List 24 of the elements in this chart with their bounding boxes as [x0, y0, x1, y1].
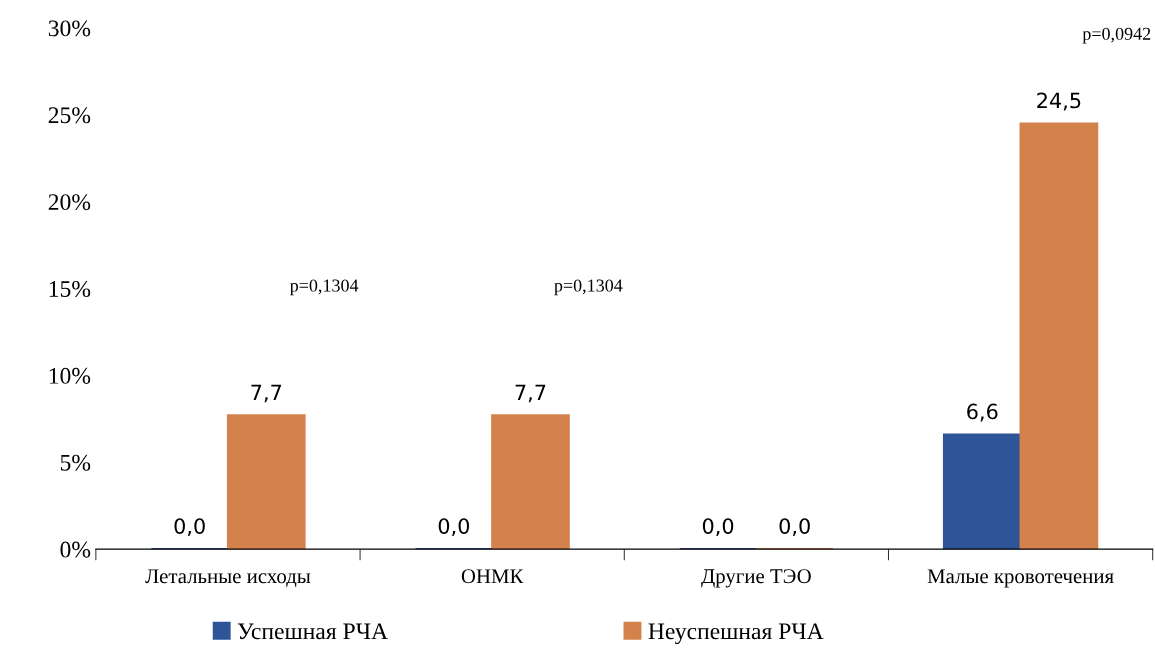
legend-label: Успешная РЧА — [237, 623, 388, 640]
y-tick-label: 30% — [48, 20, 91, 37]
legend-label: Неуспешная РЧА — [648, 623, 824, 645]
y-tick-label: 0% — [60, 541, 91, 558]
y-tick-label: 10% — [49, 367, 91, 384]
annotation: p=0,1304 — [290, 279, 359, 296]
y-tick-label: 25% — [48, 107, 91, 124]
data-label: 0,0 — [702, 518, 734, 537]
x-tick-label: Летальные исходы — [145, 569, 311, 588]
data-label: 0,0 — [438, 518, 470, 537]
y-tick-label: 15% — [49, 281, 91, 298]
data-label: 0,0 — [174, 518, 205, 537]
annotation: p=0,1304 — [554, 279, 623, 296]
data-label: 6,6 — [967, 403, 998, 422]
data-label: 24,5 — [1037, 92, 1081, 111]
y-tick-label: 20% — [48, 194, 91, 211]
y-tick-label: 5% — [60, 454, 91, 471]
x-tick-label: ОНМК — [461, 569, 524, 584]
data-label: 0,0 — [779, 518, 810, 537]
data-label: 7,7 — [251, 384, 282, 403]
data-label: 7,7 — [515, 384, 546, 403]
x-tick-label: Малые кровотечения — [927, 569, 1114, 588]
x-tick-label: Другие ТЭО — [701, 569, 811, 588]
annotation: p=0,0942 — [1082, 27, 1151, 44]
